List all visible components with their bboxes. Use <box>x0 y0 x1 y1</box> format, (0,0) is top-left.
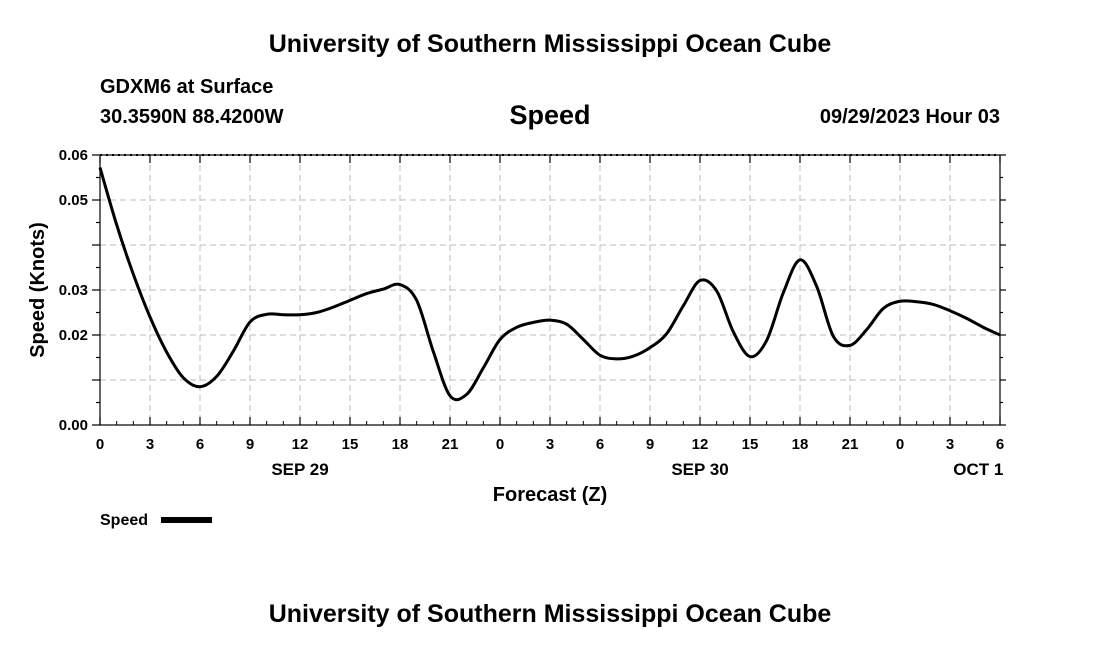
y-tick-label: 0.03 <box>59 282 88 299</box>
x-tick-label: 12 <box>292 436 309 453</box>
x-tick-label: 6 <box>196 436 204 453</box>
y-tick-label: 0.05 <box>59 192 88 209</box>
x-tick-label: 21 <box>442 436 459 453</box>
grid-lines <box>100 155 1000 425</box>
x-tick-label: 15 <box>342 436 359 453</box>
bottom-title: University of Southern Mississippi Ocean… <box>268 600 832 628</box>
top-title: University of Southern Mississippi Ocean… <box>268 30 832 58</box>
location-label: 30.3590N 88.4200W <box>100 106 284 128</box>
x-tick-label: 9 <box>646 436 654 453</box>
x-tick-label: 21 <box>842 436 859 453</box>
date-label: SEP 30 <box>671 460 728 479</box>
x-tick-label: 0 <box>96 436 104 453</box>
x-tick-label: 18 <box>792 436 809 453</box>
x-tick-label: 3 <box>546 436 554 453</box>
x-tick-label: 3 <box>946 436 954 453</box>
y-tick-label: 0.00 <box>59 417 88 434</box>
x-axis-ticks: 0 3 6 9 12 15 18 21 0 3 6 9 12 15 18 21 0 3 6 <box>96 155 1004 453</box>
x-tick-label: 15 <box>742 436 759 453</box>
station-label: GDXM6 at Surface <box>100 76 274 98</box>
x-axis-label: Forecast (Z) <box>493 484 607 506</box>
x-tick-label: 3 <box>146 436 154 453</box>
timestamp-label: 09/29/2023 Hour 03 <box>819 106 1000 128</box>
chart-title: Speed <box>509 100 591 130</box>
date-label: SEP 29 <box>271 460 328 479</box>
y-tick-label: 0.06 <box>59 147 88 164</box>
speed-series-line <box>98 167 1001 402</box>
date-label: OCT 1 <box>953 460 1003 479</box>
x-tick-label: 6 <box>996 436 1004 453</box>
y-axis-label: Speed (Knots) <box>27 222 49 358</box>
y-tick-label: 0.02 <box>59 327 88 344</box>
x-tick-label: 18 <box>392 436 409 453</box>
x-tick-label: 12 <box>692 436 709 453</box>
x-tick-label: 9 <box>246 436 254 453</box>
x-tick-label: 0 <box>896 436 904 453</box>
date-labels: SEP 29 SEP 30 OCT 1 <box>271 460 1003 479</box>
x-tick-label: 6 <box>596 436 604 453</box>
legend-label: Speed <box>100 512 148 529</box>
y-axis-ticks: 0.00 0.02 0.03 0.05 0.06 <box>59 147 1006 434</box>
x-tick-label: 0 <box>496 436 504 453</box>
